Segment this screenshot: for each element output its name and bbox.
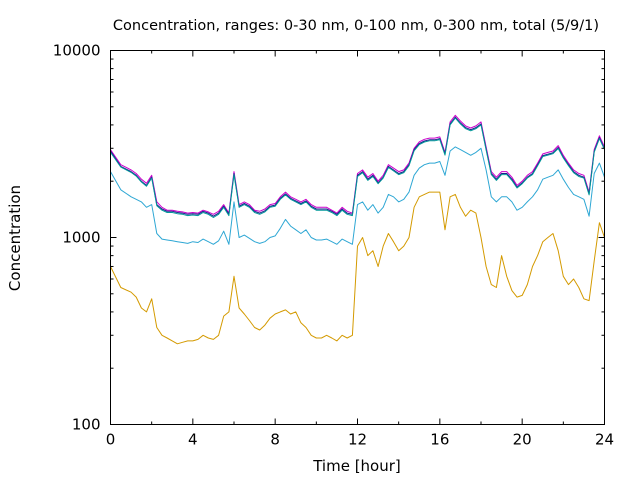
x-tick-label: 12 (348, 431, 367, 449)
x-tick-label: 20 (513, 431, 532, 449)
series-line-1 (110, 114, 605, 215)
x-tick-label: 0 (106, 431, 116, 449)
x-tick-label: 24 (595, 431, 614, 449)
chart-title: Concentration, ranges: 0-30 nm, 0-100 nm… (113, 18, 599, 34)
x-tick-label: 8 (270, 431, 280, 449)
x-tick-label: 16 (430, 431, 449, 449)
series-line-3 (110, 117, 605, 218)
series-line-4 (110, 146, 605, 245)
series-line-2 (110, 116, 605, 217)
y-tick-label: 10000 (53, 42, 101, 60)
x-tick-label: 4 (188, 431, 198, 449)
series-line-5 (110, 191, 605, 345)
y-tick-label: 1000 (62, 229, 100, 247)
y-axis-label: Concentration (6, 185, 24, 291)
x-axis-label: Time [hour] (312, 457, 401, 475)
series-layer (110, 114, 605, 345)
plot-frame (110, 50, 605, 425)
y-tick-label: 100 (72, 416, 101, 434)
tick-layer: 0 4 8 12 16 20 24 100 1000 10000 (53, 42, 614, 449)
